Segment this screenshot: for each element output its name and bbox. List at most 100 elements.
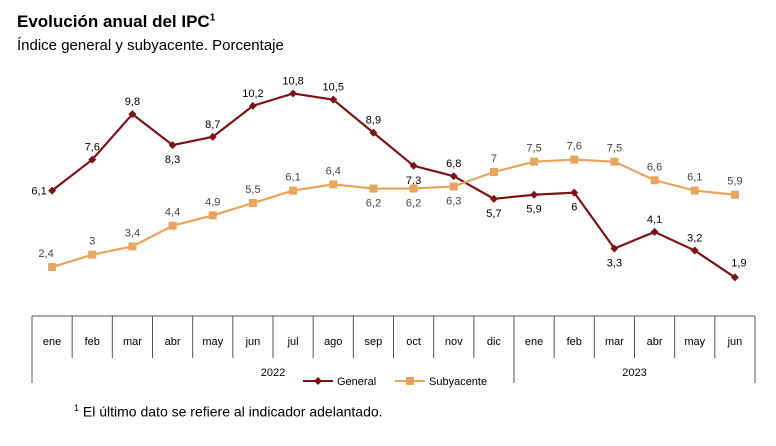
general-point bbox=[690, 246, 699, 255]
general-point bbox=[168, 141, 177, 150]
subyacente-line bbox=[51, 158, 736, 269]
subyacente-point bbox=[289, 186, 298, 195]
subyacente-data-label: 6,1 bbox=[285, 172, 300, 184]
subyacente-data-label: 7,5 bbox=[526, 143, 541, 155]
general-point bbox=[88, 155, 97, 164]
x-tick-label: sep bbox=[365, 336, 383, 348]
general-point bbox=[489, 194, 498, 203]
general-data-label: 8,3 bbox=[165, 154, 180, 166]
subyacente-data-label: 6,4 bbox=[326, 165, 341, 177]
subyacente-point bbox=[610, 157, 619, 166]
general-point bbox=[289, 89, 298, 98]
general-data-label: 7,6 bbox=[85, 142, 100, 154]
x-tick-label: ago bbox=[324, 336, 342, 348]
chart-title: Evolución anual del IPC1 bbox=[17, 12, 216, 31]
subyacente-data-label: 5,9 bbox=[727, 176, 742, 188]
subyacente-point bbox=[489, 168, 498, 176]
subyacente-point bbox=[88, 250, 97, 259]
general-data-label: 6 bbox=[571, 202, 577, 214]
subyacente-data-label: 5,5 bbox=[245, 184, 260, 196]
subyacente-data-label: 4,9 bbox=[205, 196, 220, 208]
general-point bbox=[650, 227, 659, 236]
x-tick-label: oct bbox=[406, 336, 421, 348]
general-data-label: 6,8 bbox=[446, 158, 461, 170]
subyacente-data-label: 3,4 bbox=[125, 227, 140, 239]
general-data-label: 6,1 bbox=[31, 186, 46, 198]
legend-subyacente-marker bbox=[406, 377, 414, 385]
subyacente-data-label: 6,3 bbox=[446, 195, 461, 207]
general-data-label: 8,7 bbox=[205, 119, 220, 131]
general-point bbox=[530, 190, 539, 199]
x-tick-label: abr bbox=[647, 336, 663, 348]
general-data-label: 3,2 bbox=[687, 233, 702, 245]
general-data-label: 1,9 bbox=[731, 257, 746, 269]
x-tick-label: mar bbox=[123, 336, 142, 348]
subyacente-data-label: 6,2 bbox=[406, 198, 421, 210]
general-point bbox=[329, 95, 338, 104]
x-tick-label: jun bbox=[245, 336, 261, 348]
chart-subtitle: Índice general y subyacente. Porcentaje bbox=[17, 37, 284, 54]
subyacente-point bbox=[449, 182, 458, 191]
subyacente-point bbox=[690, 186, 699, 195]
subyacente-point bbox=[208, 211, 217, 220]
general-data-label: 5,9 bbox=[526, 204, 541, 216]
subyacente-point bbox=[570, 155, 579, 164]
general-point bbox=[449, 172, 458, 181]
subyacente-data-label: 6,1 bbox=[687, 172, 702, 184]
subyacente-data-label: 2,4 bbox=[38, 248, 53, 260]
footnote: 1 El último dato se refiere al indicador… bbox=[74, 403, 383, 420]
general-point bbox=[610, 244, 619, 253]
x-tick-label: feb bbox=[567, 336, 582, 348]
general-point bbox=[48, 186, 57, 195]
general-data-label: 4,1 bbox=[647, 214, 662, 226]
x-tick-label: feb bbox=[85, 336, 100, 348]
general-data-label: 10,2 bbox=[242, 88, 263, 100]
x-tick-label: nov bbox=[445, 336, 463, 348]
x-tick-label: dic bbox=[487, 336, 502, 348]
general-point bbox=[730, 273, 739, 282]
legend-general-label: General bbox=[337, 376, 376, 388]
general-data-label: 9,8 bbox=[125, 96, 140, 108]
x-tick-label: ene bbox=[43, 336, 61, 348]
general-point bbox=[570, 188, 579, 197]
subyacente-data-label: 3 bbox=[89, 236, 95, 248]
subyacente-point bbox=[329, 180, 338, 189]
general-point bbox=[248, 101, 257, 110]
general-data-label: 10,8 bbox=[282, 75, 303, 87]
subyacente-data-label: 4,4 bbox=[165, 207, 180, 219]
x-tick-label: may bbox=[202, 336, 223, 348]
x-tick-label: ene bbox=[525, 336, 543, 348]
subyacente-data-label: 7,6 bbox=[567, 141, 582, 153]
subyacente-data-label: 6,6 bbox=[647, 161, 662, 173]
subyacente-point bbox=[530, 157, 539, 166]
subyacente-point bbox=[369, 184, 378, 193]
subyacente-point bbox=[168, 221, 177, 230]
general-point bbox=[369, 128, 378, 137]
general-point bbox=[409, 161, 418, 170]
subyacente-point bbox=[650, 176, 659, 185]
legend-subyacente-label: Subyacente bbox=[429, 376, 487, 388]
x-tick-label: jul bbox=[287, 336, 299, 348]
x-tick-label: abr bbox=[165, 336, 181, 348]
general-point bbox=[128, 110, 137, 119]
legend-general-marker bbox=[314, 377, 322, 385]
general-data-label: 3,3 bbox=[607, 257, 622, 269]
subyacente-point bbox=[128, 242, 137, 251]
x-tick-label: may bbox=[684, 336, 705, 348]
general-data-label: 5,7 bbox=[486, 208, 501, 220]
x-tick-label: mar bbox=[605, 336, 624, 348]
subyacente-point bbox=[248, 199, 257, 207]
subyacente-point bbox=[730, 190, 739, 199]
subyacente-point bbox=[409, 184, 418, 193]
general-data-label: 8,9 bbox=[366, 115, 381, 127]
subyacente-data-label: 7,5 bbox=[607, 143, 622, 155]
year-label: 2023 bbox=[622, 367, 646, 379]
general-data-label: 10,5 bbox=[323, 82, 344, 94]
subyacente-data-label: 6,2 bbox=[366, 198, 381, 210]
general-line bbox=[51, 92, 736, 279]
general-data-label: 7,3 bbox=[406, 175, 421, 187]
general-point bbox=[208, 132, 217, 141]
subyacente-data-label: 7 bbox=[491, 153, 497, 165]
year-label: 2022 bbox=[261, 367, 285, 379]
